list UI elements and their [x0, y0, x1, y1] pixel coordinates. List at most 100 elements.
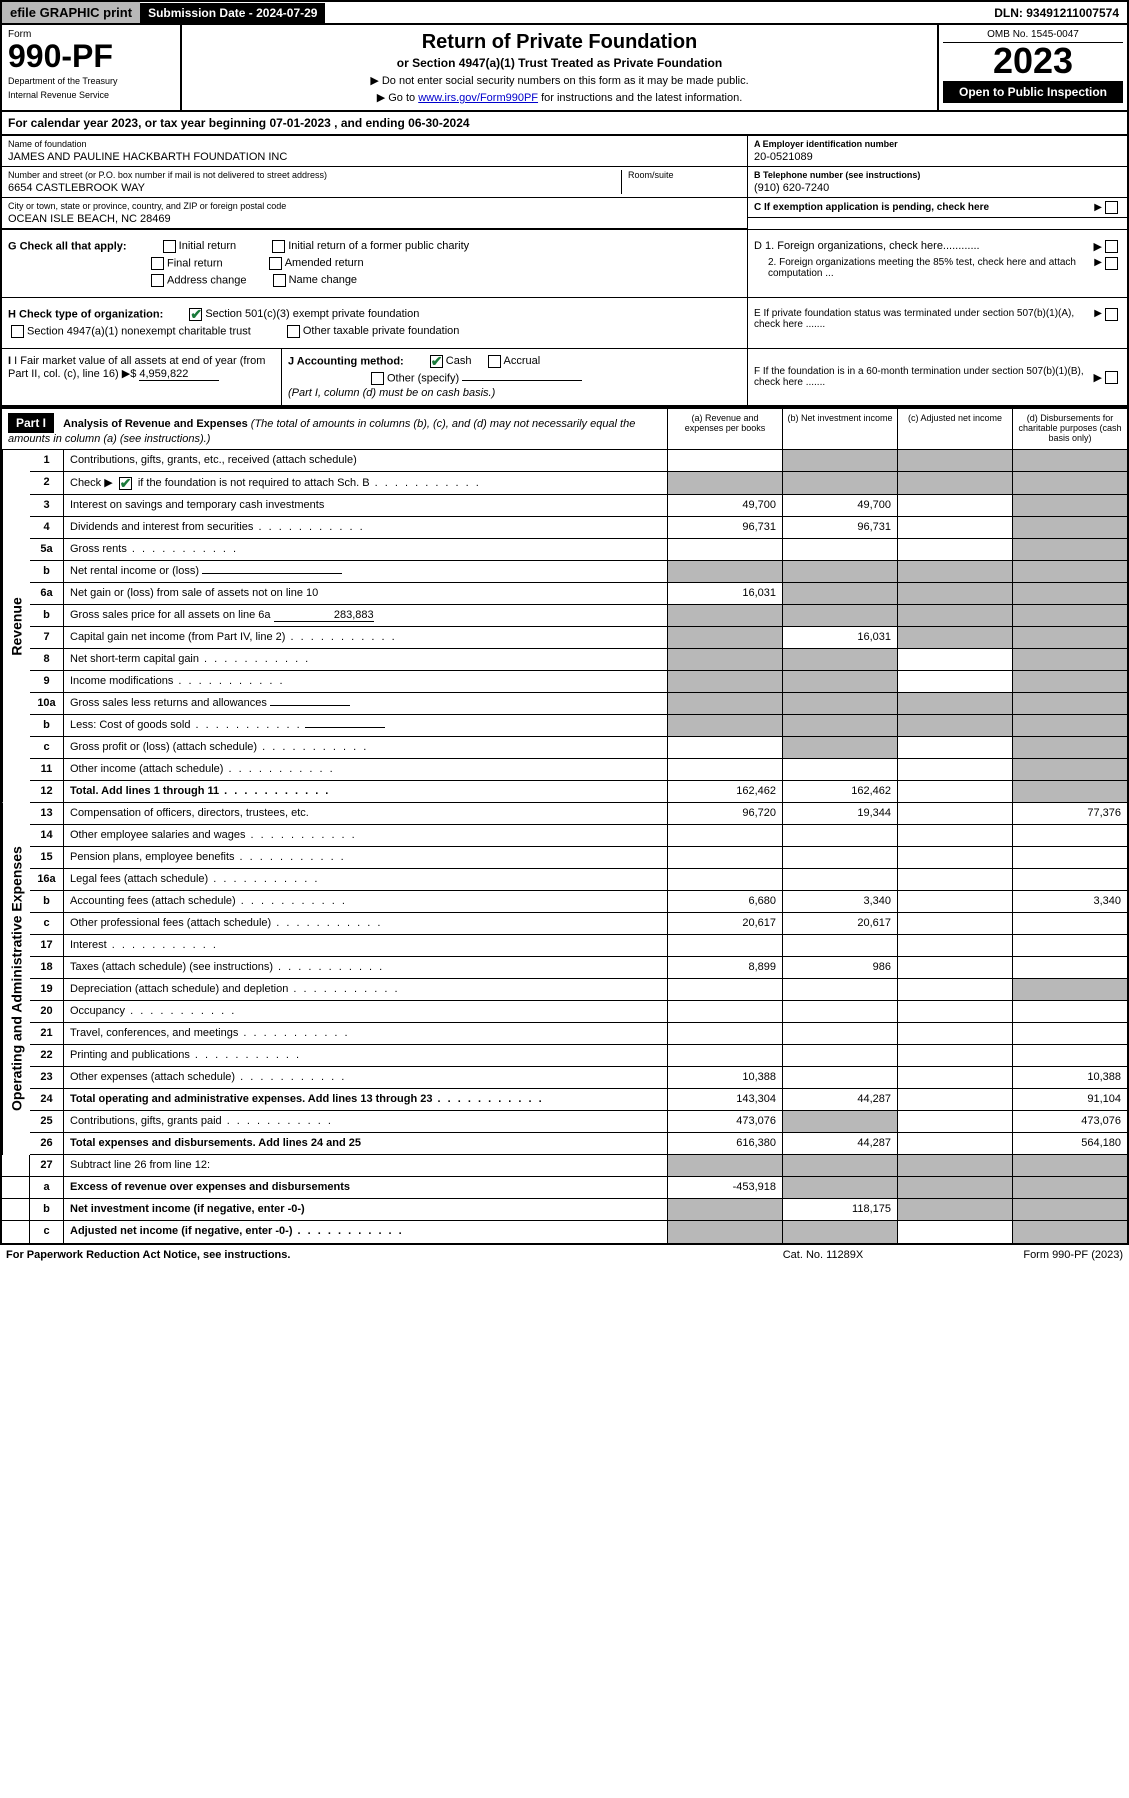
- line-24: 24 Total operating and administrative ex…: [30, 1089, 1127, 1111]
- 60month-checkbox[interactable]: [1105, 371, 1118, 384]
- amended-return-checkbox[interactable]: [269, 257, 282, 270]
- form-ref: Form 990-PF (2023): [923, 1249, 1123, 1261]
- 501c3-checkbox[interactable]: [189, 308, 202, 321]
- line-9: 9 Income modifications: [30, 671, 1127, 693]
- telephone-cell: B Telephone number (see instructions) (9…: [748, 167, 1127, 198]
- irs-label: Internal Revenue Service: [8, 90, 174, 100]
- check-section-gd: G Check all that apply: Initial return I…: [0, 229, 1129, 298]
- 4947a1-checkbox[interactable]: [11, 325, 24, 338]
- line-21: 21 Travel, conferences, and meetings: [30, 1023, 1127, 1045]
- page-footer: For Paperwork Reduction Act Notice, see …: [0, 1245, 1129, 1265]
- foundation-name-cell: Name of foundation JAMES AND PAULINE HAC…: [2, 136, 747, 167]
- line-18: 18 Taxes (attach schedule) (see instruct…: [30, 957, 1127, 979]
- form990pf-link[interactable]: www.irs.gov/Form990PF: [418, 92, 538, 104]
- cash-checkbox[interactable]: [430, 355, 443, 368]
- form-subtitle: or Section 4947(a)(1) Trust Treated as P…: [188, 56, 931, 70]
- city-cell: City or town, state or province, country…: [2, 198, 747, 229]
- col-a-header: (a) Revenue and expenses per books: [667, 409, 782, 449]
- other-taxable-checkbox[interactable]: [287, 325, 300, 338]
- top-bar: efile GRAPHIC print Submission Date - 20…: [0, 0, 1129, 25]
- form-header: Form 990-PF Department of the Treasury I…: [0, 25, 1129, 112]
- paperwork-notice: For Paperwork Reduction Act Notice, see …: [6, 1249, 723, 1261]
- line-11: 11 Other income (attach schedule): [30, 759, 1127, 781]
- submission-date: Submission Date - 2024-07-29: [140, 3, 325, 23]
- col-b-header: (b) Net investment income: [782, 409, 897, 449]
- line-1: 1 Contributions, gifts, grants, etc., re…: [30, 450, 1127, 472]
- dept-treasury: Department of the Treasury: [8, 76, 174, 86]
- line-14: 14 Other employee salaries and wages: [30, 825, 1127, 847]
- name-change-checkbox[interactable]: [273, 274, 286, 287]
- line-16a: 16a Legal fees (attach schedule): [30, 869, 1127, 891]
- line-27a: a Excess of revenue over expenses and di…: [2, 1177, 1127, 1199]
- address-cell: Number and street (or P.O. box number if…: [2, 167, 747, 198]
- line-17: 17 Interest: [30, 935, 1127, 957]
- ein-cell: A Employer identification number 20-0521…: [748, 136, 1127, 167]
- former-public-charity-checkbox[interactable]: [272, 240, 285, 253]
- line-6b: b Gross sales price for all assets on li…: [30, 605, 1127, 627]
- form-number: 990-PF: [8, 40, 174, 72]
- line-10b: b Less: Cost of goods sold: [30, 715, 1127, 737]
- form-title: Return of Private Foundation: [188, 31, 931, 54]
- line-4: 4 Dividends and interest from securities…: [30, 517, 1127, 539]
- foreign-org-checkbox[interactable]: [1105, 240, 1118, 253]
- identification-section: Name of foundation JAMES AND PAULINE HAC…: [0, 136, 1129, 229]
- line-23: 23 Other expenses (attach schedule) 10,3…: [30, 1067, 1127, 1089]
- initial-return-checkbox[interactable]: [163, 240, 176, 253]
- form-title-block: Return of Private Foundation or Section …: [182, 25, 937, 110]
- line-25: 25 Contributions, gifts, grants paid 473…: [30, 1111, 1127, 1133]
- expenses-side-label: Operating and Administrative Expenses: [2, 803, 30, 1155]
- final-return-checkbox[interactable]: [151, 257, 164, 270]
- line-10a: 10a Gross sales less returns and allowan…: [30, 693, 1127, 715]
- line-13: 13 Compensation of officers, directors, …: [30, 803, 1127, 825]
- line-10c: c Gross profit or (loss) (attach schedul…: [30, 737, 1127, 759]
- revenue-block: Revenue 1 Contributions, gifts, grants, …: [2, 450, 1127, 803]
- ssn-note: ▶ Do not enter social security numbers o…: [188, 74, 931, 87]
- col-d-header: (d) Disbursements for charitable purpose…: [1012, 409, 1127, 449]
- exemption-checkbox[interactable]: [1105, 201, 1118, 214]
- expenses-block: Operating and Administrative Expenses 13…: [2, 803, 1127, 1155]
- part1-label: Part I: [8, 413, 54, 433]
- goto-note: ▶ Go to www.irs.gov/Form990PF for instru…: [188, 91, 931, 104]
- part1-table: Revenue 1 Contributions, gifts, grants, …: [0, 450, 1129, 1245]
- terminated-checkbox[interactable]: [1105, 308, 1118, 321]
- line-3: 3 Interest on savings and temporary cash…: [30, 495, 1127, 517]
- exemption-pending-cell: C If exemption application is pending, c…: [748, 198, 1127, 218]
- check-section-he: H Check type of organization: Section 50…: [0, 298, 1129, 349]
- line-22: 22 Printing and publications: [30, 1045, 1127, 1067]
- line-16b: b Accounting fees (attach schedule) 6,68…: [30, 891, 1127, 913]
- line-8: 8 Net short-term capital gain: [30, 649, 1127, 671]
- other-method-checkbox[interactable]: [371, 372, 384, 385]
- line-7: 7 Capital gain net income (from Part IV,…: [30, 627, 1127, 649]
- tax-year: 2023: [943, 43, 1123, 79]
- part1-header-row: Part I Analysis of Revenue and Expenses …: [0, 407, 1129, 450]
- open-inspection: Open to Public Inspection: [943, 81, 1123, 103]
- line-5b: b Net rental income or (loss): [30, 561, 1127, 583]
- cat-number: Cat. No. 11289X: [723, 1249, 923, 1261]
- efile-label: efile GRAPHIC print: [2, 2, 140, 23]
- year-block: OMB No. 1545-0047 2023 Open to Public In…: [937, 25, 1127, 110]
- col-c-header: (c) Adjusted net income: [897, 409, 1012, 449]
- line-15: 15 Pension plans, employee benefits: [30, 847, 1127, 869]
- line-5a: 5a Gross rents: [30, 539, 1127, 561]
- accrual-checkbox[interactable]: [488, 355, 501, 368]
- accounting-method-cell: J Accounting method: Cash Accrual Other …: [282, 349, 747, 405]
- line-26: 26 Total expenses and disbursements. Add…: [30, 1133, 1127, 1155]
- line-19: 19 Depreciation (attach schedule) and de…: [30, 979, 1127, 1001]
- line-20: 20 Occupancy: [30, 1001, 1127, 1023]
- ijf-section: I I Fair market value of all assets at e…: [0, 349, 1129, 407]
- line-6a: 6a Net gain or (loss) from sale of asset…: [30, 583, 1127, 605]
- calendar-year-row: For calendar year 2023, or tax year begi…: [0, 112, 1129, 136]
- fmv-cell: I I Fair market value of all assets at e…: [2, 349, 282, 405]
- dln: DLN: 93491211007574: [986, 3, 1127, 23]
- line-12: 12 Total. Add lines 1 through 11 162,462…: [30, 781, 1127, 803]
- form-id-block: Form 990-PF Department of the Treasury I…: [2, 25, 182, 110]
- line-27b: b Net investment income (if negative, en…: [2, 1199, 1127, 1221]
- line-16c: c Other professional fees (attach schedu…: [30, 913, 1127, 935]
- foreign-85-checkbox[interactable]: [1105, 257, 1118, 270]
- line-2: 2 Check ▶ if the foundation is not requi…: [30, 472, 1127, 495]
- schb-checkbox[interactable]: [119, 477, 132, 490]
- revenue-side-label: Revenue: [2, 450, 30, 803]
- line-27: 27 Subtract line 26 from line 12:: [2, 1155, 1127, 1177]
- line-27c: c Adjusted net income (if negative, ente…: [2, 1221, 1127, 1243]
- address-change-checkbox[interactable]: [151, 274, 164, 287]
